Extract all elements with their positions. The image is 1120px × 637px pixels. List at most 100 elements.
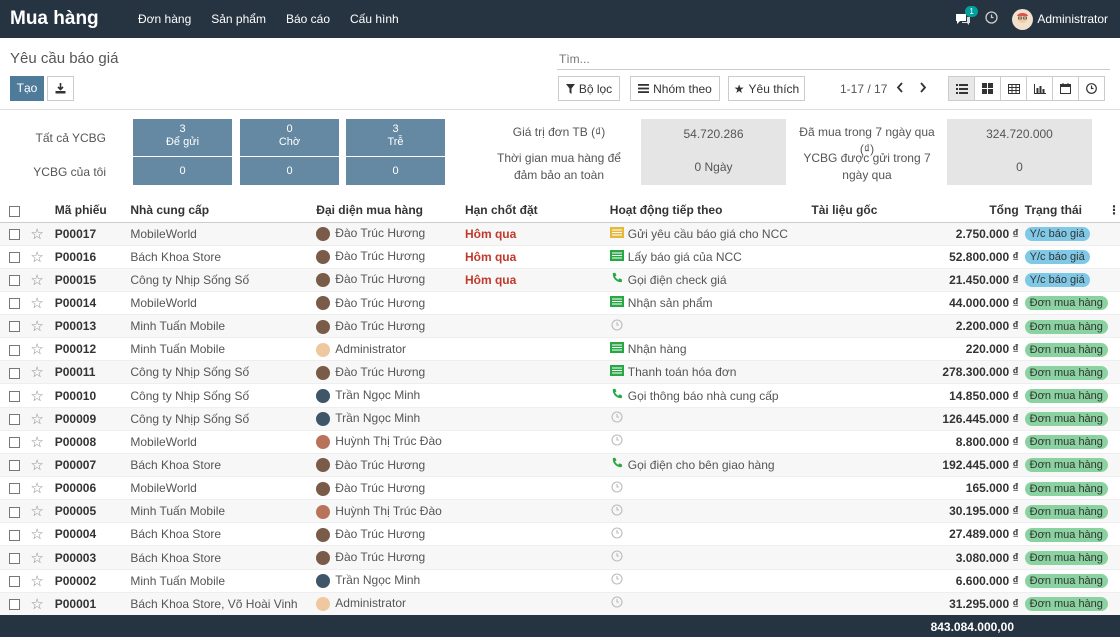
priority-star-icon[interactable]: ☆ [30,387,44,405]
table-row[interactable]: ☆ P00004 Bách Khoa Store Đào Trúc Hương 27.4… [0,522,1120,547]
row-activity[interactable] [609,430,812,454]
clock-icon[interactable] [610,481,624,496]
row-checkbox[interactable] [9,576,20,587]
calendar-view-icon[interactable] [1052,76,1079,101]
col-activity[interactable]: Hoạt động tiếp theo [609,199,812,223]
priority-star-icon[interactable]: ☆ [30,318,44,336]
chat-icon[interactable]: 1 [955,6,978,26]
clock-icon[interactable] [610,527,624,542]
table-row[interactable]: ☆ P00013 Minh Tuấn Mobile Đào Trúc Hương 2.2… [0,314,1120,339]
row-activity[interactable] [609,314,812,339]
clock-icon[interactable] [610,319,624,334]
priority-star-icon[interactable]: ☆ [30,503,44,521]
select-all-checkbox[interactable] [9,205,20,217]
col-ref[interactable]: Mã phiếu [54,199,131,223]
priority-star-icon[interactable]: ☆ [30,271,44,289]
table-row[interactable]: ☆ P00011 Công ty Nhịp Sống Số Đào Trúc Hươn… [0,360,1120,385]
col-total[interactable]: Tổng [909,199,1025,223]
row-checkbox[interactable] [9,599,20,611]
row-checkbox[interactable] [9,275,20,287]
row-checkbox[interactable] [9,298,20,310]
priority-star-icon[interactable]: ☆ [30,526,44,544]
row-checkbox[interactable] [9,414,20,426]
table-row[interactable]: ☆ P00012 Minh Tuấn Mobile Administrator Nhận… [0,337,1120,362]
row-checkbox[interactable] [9,483,20,495]
row-checkbox[interactable] [9,437,20,449]
clock-icon[interactable] [610,550,624,565]
row-activity[interactable]: Nhận hàng [609,337,812,362]
tile-late-mine[interactable]: 0 [346,157,445,185]
tile-late-all[interactable]: 3 Trễ [346,119,445,156]
table-row[interactable]: ☆ P00001 Bách Khoa Store, Võ Hoài Vinh Admi… [0,592,1120,616]
menu-reports[interactable]: Báo cáo [285,12,330,26]
row-checkbox[interactable] [9,460,20,472]
row-checkbox[interactable] [9,344,20,356]
clock-icon[interactable] [610,573,624,588]
row-checkbox[interactable] [9,529,20,541]
table-row[interactable]: ☆ P00010 Công ty Nhịp Sống Số Trần Ngọc Min… [0,383,1120,408]
priority-star-icon[interactable]: ☆ [30,572,44,590]
row-activity[interactable] [609,522,812,547]
clock-icon[interactable] [610,504,624,519]
table-row[interactable]: ☆ P00016 Bách Khoa Store Đào Trúc Hương Hôm … [0,245,1120,269]
table-row[interactable]: ☆ P00005 Minh Tuấn Mobile Huỳnh Thị Trúc Đà… [0,499,1120,524]
download-button[interactable] [47,76,74,101]
row-activity[interactable] [609,407,812,431]
column-options-icon[interactable]: ⋮ [1107,199,1120,223]
tile-to-send-all[interactable]: 3 Để gửi [133,119,232,156]
row-checkbox[interactable] [9,252,20,264]
col-source[interactable]: Tài liệu gốc [811,199,910,223]
priority-star-icon[interactable]: ☆ [30,225,44,243]
row-activity[interactable]: Gọi điện cho bên giao hàng [609,453,812,478]
pager-prev-icon[interactable] [896,82,904,96]
activity-clock-icon[interactable] [985,11,998,27]
row-checkbox[interactable] [9,367,20,379]
clock-icon[interactable] [610,434,624,449]
row-checkbox[interactable] [9,390,20,402]
table-row[interactable]: ☆ P00002 Minh Tuấn Mobile Trần Ngọc Minh 6.6… [0,569,1120,593]
todo-icon[interactable] [609,365,624,379]
clock-icon[interactable] [610,596,624,611]
menu-products[interactable]: Sản phẩm [211,12,266,26]
phone-icon[interactable] [610,457,624,472]
pager-next-icon[interactable] [919,82,927,96]
email-icon[interactable] [609,226,624,241]
phone-icon[interactable] [610,272,624,287]
col-rep[interactable]: Đại diện mua hàng [316,199,465,223]
table-row[interactable]: ☆ P00015 Công ty Nhịp Sống Số Đào Trúc Hươn… [0,268,1120,292]
col-vendor[interactable]: Nhà cung cấp [130,199,317,223]
todo-icon[interactable] [609,342,624,356]
row-activity[interactable]: Gọi điện check giá [609,268,812,292]
row-checkbox[interactable] [9,552,20,564]
activity-view-icon[interactable] [1078,76,1105,101]
clock-icon[interactable] [610,411,624,426]
menu-config[interactable]: Cấu hình [350,12,399,26]
row-activity[interactable]: Nhận sản phẩm [609,291,812,316]
table-row[interactable]: ☆ P00014 MobileWorld Đào Trúc Hương Nhận sản… [0,291,1120,316]
create-button[interactable]: Tạo [10,76,44,101]
row-activity[interactable]: Lấy báo giá của NCC [609,245,812,269]
table-row[interactable]: ☆ P00009 Công ty Nhịp Sống Số Trần Ngọc Min… [0,407,1120,431]
pivot-view-icon[interactable] [1000,76,1027,101]
priority-star-icon[interactable]: ☆ [30,549,44,567]
table-row[interactable]: ☆ P00006 MobileWorld Đào Trúc Hương 165.000 … [0,476,1120,501]
priority-star-icon[interactable]: ☆ [30,410,44,428]
priority-star-icon[interactable]: ☆ [30,341,44,359]
list-view-icon[interactable] [948,76,975,101]
priority-star-icon[interactable]: ☆ [30,248,44,266]
favorites-button[interactable]: ★ Yêu thích [728,76,805,101]
row-activity[interactable] [609,499,812,524]
priority-star-icon[interactable]: ☆ [30,480,44,498]
todo-icon[interactable] [609,249,624,264]
row-checkbox[interactable] [9,228,20,240]
kanban-view-icon[interactable] [974,76,1001,101]
priority-star-icon[interactable]: ☆ [30,433,44,451]
row-checkbox[interactable] [9,321,20,333]
tile-to-send-mine[interactable]: 0 [133,157,232,185]
row-activity[interactable] [609,476,812,501]
user-menu[interactable]: Administrator [1012,8,1108,30]
tile-waiting-all[interactable]: 0 Chờ [240,119,339,156]
pager-value[interactable]: 1-17 / 17 [840,82,888,96]
table-row[interactable]: ☆ P00008 MobileWorld Huỳnh Thị Trúc Đào 8.80… [0,430,1120,454]
todo-icon[interactable] [609,295,624,310]
